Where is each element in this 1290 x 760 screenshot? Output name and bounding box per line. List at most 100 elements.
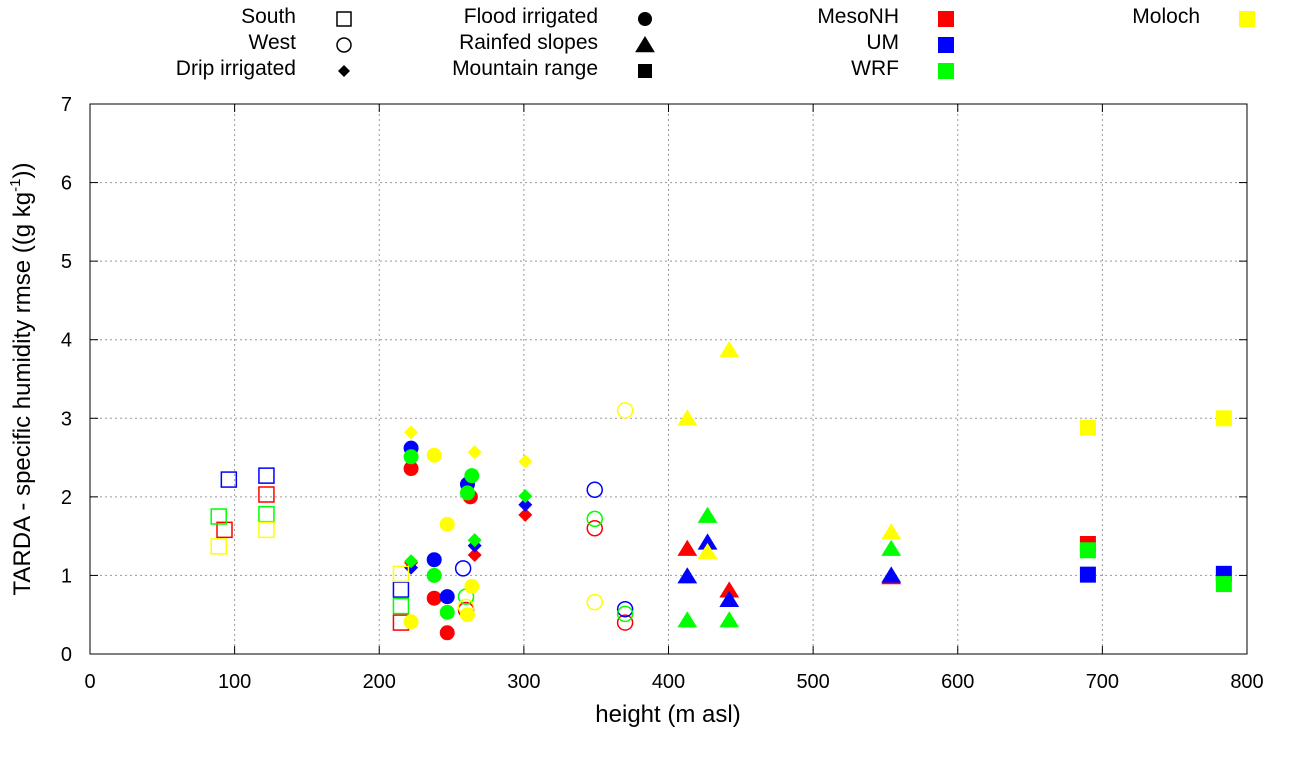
legend-label: South [241,5,296,28]
x-tick-label: 400 [652,671,685,693]
legend-symbol [635,36,655,53]
data-point [439,516,455,532]
data-point [616,600,634,618]
data-point [586,481,603,499]
data-point [439,589,455,605]
data-point [439,625,455,641]
data-point [719,340,740,358]
legend-label: Flood irrigated [464,5,598,28]
y-axis-label-main: TARDA - specific humidity rmse ((g kg [9,192,36,596]
legend-label: Drip irrigated [176,57,296,80]
y-tick-label: 2 [61,487,72,509]
data-point [464,468,480,484]
data-point [586,520,603,537]
data-point [616,402,634,419]
y-axis-label-tail: )) [9,163,36,179]
data-point [881,566,902,583]
y-tick-label: 6 [61,173,72,195]
data-point [220,471,238,488]
legend-symbol [336,11,352,27]
data-point [403,449,419,465]
y-tick-label: 0 [61,644,72,666]
legend-symbol [338,65,350,77]
data-point [459,607,475,623]
data-point [467,533,482,548]
data-point [258,486,275,503]
data-point [426,552,442,568]
legend: South West Drip irrigated Flood irrigated Ra… [176,5,1255,80]
data-point [1215,576,1232,593]
y-tick-label: 1 [61,565,72,587]
x-tick-label: 700 [1086,671,1119,693]
data-point [518,497,533,512]
data-point [697,542,718,560]
data-point [586,593,603,611]
legend-label: Mountain range [452,57,598,80]
data-point [392,581,410,598]
data-point [719,611,740,628]
data-point [439,604,455,620]
legend-label: Rainfed slopes [459,31,598,54]
legend-symbol [638,64,652,78]
x-axis: 0 100 200 300 400 500 600 700 800 [84,104,1264,693]
data-point [616,605,634,623]
y-tick-label: 5 [61,251,72,273]
legend-color-swatch [1239,11,1255,27]
legend-symbol [638,12,652,26]
data-point [586,510,603,528]
data-point [403,461,419,477]
data-point [210,538,227,555]
data-point [881,539,902,556]
x-tick-label: 500 [796,671,829,693]
data-point [677,611,698,628]
x-tick-label: 0 [84,671,95,693]
y-tick-label: 4 [61,330,72,352]
legend-symbol [336,37,352,53]
data-point [719,590,740,607]
data-point [426,567,442,583]
legend-label: UM [866,31,899,54]
data-point [404,554,419,569]
y-axis-label: TARDA - specific humidity rmse ((g kg-1)… [7,163,36,596]
grid-lines [90,104,1247,654]
x-axis-label: height (m asl) [595,701,740,728]
x-tick-label: 200 [363,671,396,693]
data-point [1079,419,1096,436]
data-point [403,614,419,630]
legend-label: Moloch [1132,5,1200,28]
x-tick-label: 800 [1230,671,1263,693]
legend-color-swatch [938,37,954,53]
data-point [881,523,902,540]
data-point [426,447,442,463]
data-point [697,533,718,550]
data-point [392,565,410,583]
legend-color-swatch [938,11,954,27]
data-point [210,508,227,525]
data-point [518,489,533,504]
y-tick-label: 7 [61,94,72,116]
data-point [467,445,482,460]
data-point [1079,566,1096,583]
y-axis: 0 1 2 3 4 5 6 7 [61,94,1247,666]
data-point [258,505,275,523]
data-point [1215,410,1232,427]
data-point [677,567,698,584]
data-point [518,454,533,469]
data-point [392,597,410,615]
x-tick-label: 300 [507,671,540,693]
legend-label: WRF [851,57,899,80]
data-point [404,425,419,440]
data-point [616,614,634,631]
data-point [518,507,533,522]
x-tick-label: 100 [218,671,251,693]
y-tick-label: 3 [61,408,72,430]
data-point [258,521,275,539]
legend-color-swatch [938,63,954,79]
data-point [697,506,718,523]
legend-label: MesoNH [817,5,899,28]
data-point [1079,542,1096,559]
data-point [258,467,275,484]
x-tick-label: 600 [941,671,974,693]
data-point [426,590,442,606]
